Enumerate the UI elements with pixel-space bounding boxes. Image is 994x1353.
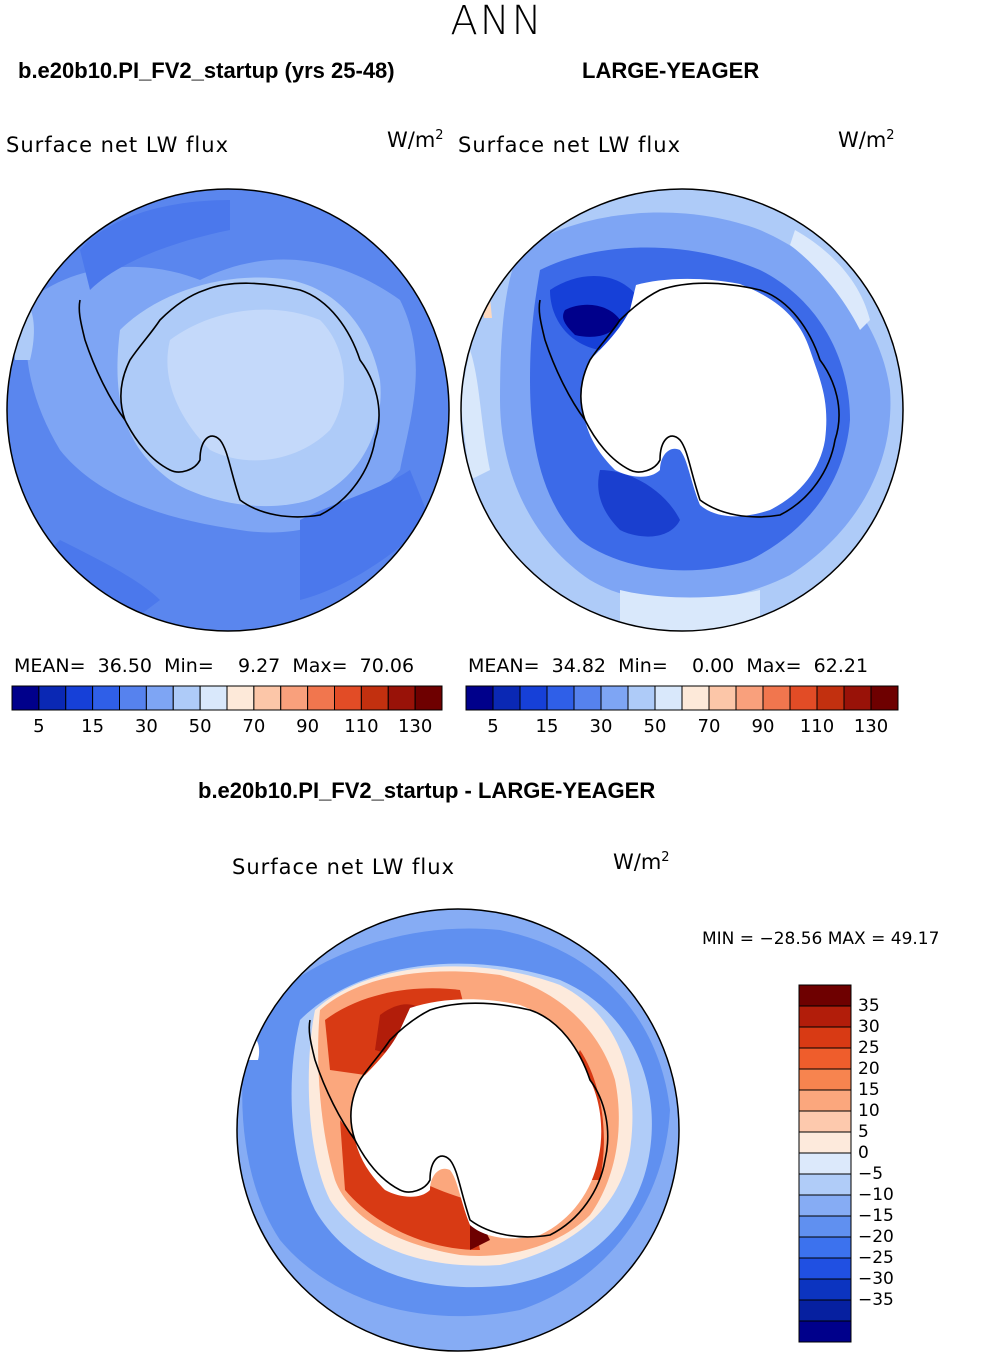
- panel-1-stats: MEAN= 36.50 Min= 9.27 Max= 70.06: [14, 655, 415, 677]
- diff-variable: Surface net LW flux: [232, 855, 455, 879]
- colorbar-tick-label: 90: [296, 716, 320, 737]
- season-title: ANN: [450, 0, 544, 44]
- panel-2-case-title: LARGE-YEAGER: [582, 58, 760, 83]
- colorbar-panel-2-ticks: 5 15 30 50 70 90 110 130: [466, 716, 898, 740]
- colorbar-tick-label: 90: [751, 716, 775, 737]
- colorbar-box: [798, 1131, 852, 1154]
- colorbar-box: [798, 1257, 852, 1280]
- colorbar-box: [573, 685, 602, 711]
- colorbar-box: [798, 1026, 852, 1049]
- diff-units: W/m2: [613, 850, 670, 874]
- colorbar-box: [798, 1047, 852, 1070]
- colorbar-box: [798, 1068, 852, 1091]
- colorbar-tick-label: 5: [858, 1122, 869, 1142]
- colorbar-box: [798, 1110, 852, 1133]
- colorbar-box: [798, 1173, 852, 1196]
- colorbar-tick-label: 35: [858, 996, 880, 1016]
- colorbar-box: [798, 1299, 852, 1322]
- colorbar-box: [798, 984, 852, 1007]
- colorbar-box: [307, 685, 335, 711]
- colorbar-box: [870, 685, 899, 711]
- colorbar-tick-label: 15: [81, 716, 105, 737]
- colorbar-box: [798, 1089, 852, 1112]
- colorbar-tick-label: 15: [535, 716, 559, 737]
- colorbar-tick-label: 130: [853, 716, 889, 737]
- colorbar-tick-label: −25: [858, 1248, 894, 1268]
- colorbar-box: [600, 685, 629, 711]
- colorbar-box: [172, 685, 201, 711]
- colorbar-box: [798, 1215, 852, 1238]
- colorbar-box: [798, 1152, 852, 1175]
- panel-1-variable: Surface net LW flux: [6, 133, 229, 157]
- colorbar-diff: [798, 984, 852, 1343]
- panel-2-stats: MEAN= 34.82 Min= 0.00 Max= 62.21: [468, 655, 869, 677]
- colorbar-box: [798, 1005, 852, 1028]
- colorbar-box: [798, 1320, 852, 1343]
- colorbar-tick-label: −5: [858, 1164, 884, 1184]
- colorbar-tick-label: −30: [858, 1269, 894, 1289]
- colorbar-tick-label: 25: [858, 1038, 880, 1058]
- colorbar-box: [654, 685, 683, 711]
- colorbar-box: [735, 685, 764, 711]
- colorbar-tick-label: 15: [858, 1080, 880, 1100]
- panel-2-variable: Surface net LW flux: [458, 133, 681, 157]
- colorbar-diff-ticks: 35 30 25 20 15 10 5 0 −5 −10 −15 −20 −25 −30 −35: [858, 985, 918, 1342]
- colorbar-box: [360, 685, 389, 711]
- colorbar-box: [798, 1278, 852, 1301]
- colorbar-tick-label: 30: [134, 716, 158, 737]
- colorbar-tick-label: 20: [858, 1059, 880, 1079]
- colorbar-box: [11, 685, 40, 711]
- colorbar-box: [798, 1194, 852, 1217]
- colorbar-box: [681, 685, 710, 711]
- diff-minmax: MIN = −28.56 MAX = 49.17: [702, 929, 940, 949]
- colorbar-panel-2: [465, 685, 899, 711]
- colorbar-tick-label: 50: [188, 716, 212, 737]
- colorbar-panel-1-ticks: 5 15 30 50 70 90 110 130: [12, 716, 442, 740]
- colorbar-box: [387, 685, 416, 711]
- colorbar-tick-label: 10: [858, 1101, 880, 1121]
- colorbar-tick-label: −10: [858, 1185, 894, 1205]
- colorbar-tick-label: 50: [643, 716, 667, 737]
- colorbar-tick-label: 70: [242, 716, 266, 737]
- colorbar-tick-label: 30: [589, 716, 613, 737]
- colorbar-box: [334, 685, 362, 711]
- colorbar-tick-label: 110: [799, 716, 835, 737]
- colorbar-tick-label: 130: [397, 716, 433, 737]
- colorbar-box: [816, 685, 845, 711]
- colorbar-tick-label: 70: [697, 716, 721, 737]
- colorbar-box: [145, 685, 174, 711]
- panel-1-case-title: b.e20b10.PI_FV2_startup (yrs 25-48): [18, 58, 395, 83]
- colorbar-panel-1: [11, 685, 443, 711]
- colorbar-box: [253, 685, 282, 711]
- colorbar-tick-label: 110: [344, 716, 379, 737]
- colorbar-tick-label: 5: [33, 716, 45, 737]
- colorbar-box: [414, 685, 443, 711]
- panel-2-units: W/m2: [838, 128, 895, 152]
- colorbar-box: [280, 685, 309, 711]
- colorbar-tick-label: −15: [858, 1206, 894, 1226]
- diff-case-title: b.e20b10.PI_FV2_startup - LARGE-YEAGER: [198, 778, 656, 803]
- colorbar-box: [789, 685, 818, 711]
- colorbar-tick-label: 0: [858, 1143, 869, 1163]
- colorbar-tick-label: −20: [858, 1227, 894, 1247]
- colorbar-box: [226, 685, 255, 711]
- colorbar-box: [798, 1236, 852, 1259]
- colorbar-tick-label: 5: [487, 716, 499, 737]
- colorbar-tick-label: 30: [858, 1017, 880, 1037]
- panel-1-units: W/m2: [387, 128, 444, 152]
- colorbar-box: [492, 685, 521, 711]
- colorbar-tick-label: −35: [858, 1290, 894, 1310]
